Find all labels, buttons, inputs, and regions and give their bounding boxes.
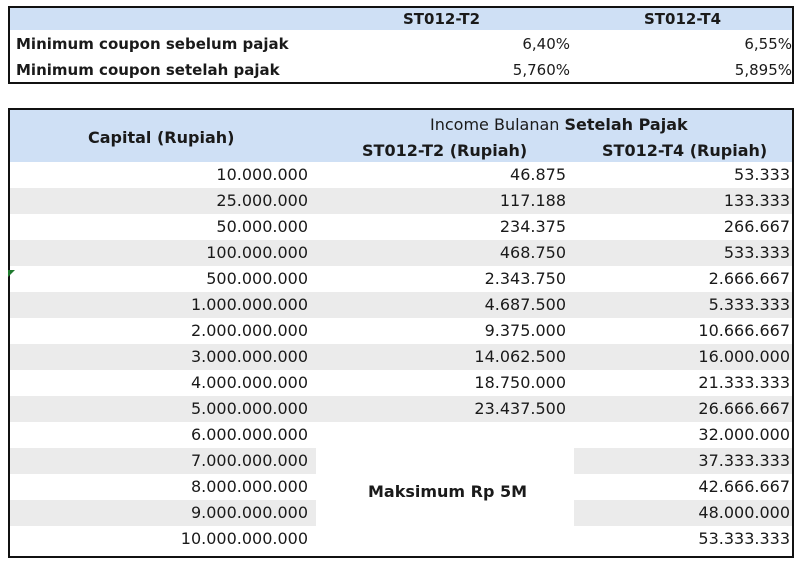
t2-income-cell: 4.687.500	[316, 292, 574, 318]
income-title-prefix: Income Bulanan	[430, 115, 565, 134]
capital-cell: 50.000.000	[216, 217, 308, 236]
coupon-t4-value: 6,55%	[744, 35, 792, 53]
header-st012-t2: ST012-T2	[403, 10, 481, 28]
t4-income-cell: 2.666.667	[708, 269, 790, 288]
capital-cell: 1.000.000.000	[10, 292, 316, 318]
t2-income-cell: 14.062.500	[316, 344, 574, 370]
t4-income-cell: 48.000.000	[574, 500, 792, 526]
capital-header: Capital (Rupiah)	[88, 128, 235, 147]
capital-cell: 8.000.000.000	[190, 477, 308, 496]
t2-income-cell: 23.437.500	[316, 396, 574, 422]
t2-income-cell: 18.750.000	[474, 373, 566, 392]
t4-income-cell: 42.666.667	[698, 477, 790, 496]
table-row: 100.000.000 468.750 533.333	[10, 240, 792, 266]
t2-income-cell: 117.188	[316, 188, 574, 214]
capital-cell: 10.000.000.000	[180, 529, 308, 548]
table-row: 500.000.000 2.343.750 2.666.667	[10, 266, 792, 292]
t4-income-cell: 5.333.333	[574, 292, 792, 318]
table-row: 8.000.000.000 42.666.667	[10, 474, 792, 500]
t2-income-cell: 234.375	[499, 217, 566, 236]
t4-income-cell: 133.333	[574, 188, 792, 214]
column-header-t2: ST012-T2 (Rupiah)	[362, 141, 528, 160]
capital-cell: 4.000.000.000	[190, 373, 308, 392]
table-row: 3.000.000.000 14.062.500 16.000.000	[10, 344, 792, 370]
t4-income-cell: 10.666.667	[698, 321, 790, 340]
capital-cell: 6.000.000.000	[190, 425, 308, 444]
coupon-label: Minimum coupon sebelum pajak	[16, 35, 289, 53]
coupon-row-before-tax: Minimum coupon sebelum pajak 6,40% 6,55%	[10, 32, 792, 57]
coupon-label: Minimum coupon setelah pajak	[16, 61, 280, 79]
t2-income-cell: 468.750	[316, 240, 574, 266]
t4-income-cell: 37.333.333	[574, 448, 792, 474]
coupon-row-after-tax: Minimum coupon setelah pajak 5,760% 5,89…	[10, 58, 792, 83]
t4-income-cell: 53.333.333	[698, 529, 790, 548]
t4-income-cell: 266.667	[723, 217, 790, 236]
t2-income-cell: 46.875	[510, 165, 566, 184]
max-note-cell: Maksimum Rp 5M	[316, 432, 574, 556]
table-row: 2.000.000.000 9.375.000 10.666.667	[10, 318, 792, 344]
table-row: 4.000.000.000 18.750.000 21.333.333	[10, 370, 792, 396]
income-table: Capital (Rupiah) Income Bulanan Setelah …	[8, 108, 794, 558]
capital-cell: 25.000.000	[10, 188, 316, 214]
t2-income-cell: 2.343.750	[484, 269, 566, 288]
capital-cell: 500.000.000	[206, 269, 308, 288]
capital-cell: 10.000.000	[216, 165, 308, 184]
coupon-t4-value: 5,895%	[734, 61, 792, 79]
t4-income-cell: 16.000.000	[574, 344, 792, 370]
header-st012-t4: ST012-T4	[644, 10, 722, 28]
table-row: 25.000.000 117.188 133.333	[10, 188, 792, 214]
column-header-t4: ST012-T4 (Rupiah)	[602, 141, 768, 160]
income-title: Income Bulanan Setelah Pajak	[430, 115, 688, 134]
income-title-bold: Setelah Pajak	[564, 115, 688, 134]
table-row: 1.000.000.000 4.687.500 5.333.333	[10, 292, 792, 318]
capital-cell: 2.000.000.000	[190, 321, 308, 340]
capital-cell: 7.000.000.000	[10, 448, 316, 474]
table-row: 50.000.000 234.375 266.667	[10, 214, 792, 240]
t4-income-cell: 21.333.333	[698, 373, 790, 392]
cell-comment-marker	[8, 270, 15, 277]
income-table-header: Capital (Rupiah) Income Bulanan Setelah …	[10, 110, 792, 162]
coupon-t2-value: 6,40%	[522, 35, 570, 53]
t4-income-cell: 26.666.667	[574, 396, 792, 422]
capital-cell: 5.000.000.000	[10, 396, 316, 422]
capital-cell: 9.000.000.000	[10, 500, 316, 526]
coupon-t2-value: 5,760%	[512, 61, 570, 79]
t2-income-cell: 9.375.000	[484, 321, 566, 340]
coupon-table-header: ST012-T2 ST012-T4	[10, 8, 792, 30]
t4-income-cell: 53.333	[734, 165, 790, 184]
coupon-table: ST012-T2 ST012-T4 Minimum coupon sebelum…	[8, 6, 794, 84]
table-row: 5.000.000.000 23.437.500 26.666.667	[10, 396, 792, 422]
table-row: 10.000.000 46.875 53.333	[10, 162, 792, 188]
table-row: 10.000.000.000 53.333.333	[10, 526, 792, 552]
capital-cell: 100.000.000	[10, 240, 316, 266]
t4-income-cell: 32.000.000	[698, 425, 790, 444]
max-note: Maksimum Rp 5M	[368, 482, 528, 501]
table-row: 6.000.000.000 32.000.000	[10, 422, 792, 448]
t4-income-cell: 533.333	[574, 240, 792, 266]
capital-cell: 3.000.000.000	[10, 344, 316, 370]
